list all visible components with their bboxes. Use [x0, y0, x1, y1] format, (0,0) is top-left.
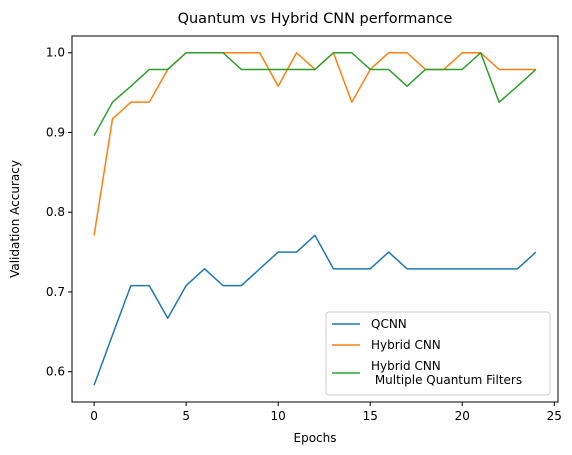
y-axis-label: Validation Accuracy	[8, 160, 22, 278]
legend-item-2: Hybrid CNN Multiple Quantum Filters	[332, 359, 522, 387]
legend-label: Hybrid CNN	[371, 359, 441, 373]
x-axis-label: Epochs	[294, 431, 337, 445]
series-line-0	[93, 234, 537, 386]
plot-axes	[71, 35, 559, 403]
series-line-2	[93, 51, 537, 137]
x-tick-label: 20	[455, 409, 470, 423]
chart-title: Quantum vs Hybrid CNN performance	[178, 11, 453, 27]
legend-label: Hybrid CNN	[371, 338, 441, 352]
x-tick-label: 10	[271, 409, 286, 423]
x-tick-label: 25	[547, 409, 562, 423]
y-tick-label: 0.6	[46, 365, 65, 379]
y-tick-label: 0.7	[46, 285, 65, 299]
x-tick-label: 5	[182, 409, 190, 423]
legend-label: QCNN	[371, 317, 407, 331]
legend-box	[325, 311, 551, 396]
y-tick-label: 0.8	[46, 205, 65, 219]
axis-ticks: 0 5 10 15 20 25 0.6 0.7 0.8 0.9 1.0	[46, 46, 562, 423]
x-tick-label: 0	[90, 409, 98, 423]
y-tick-label: 0.9	[46, 125, 65, 139]
x-tick-label: 15	[363, 409, 378, 423]
plot-frame	[71, 35, 559, 403]
series-line-1	[93, 51, 536, 236]
y-tick-label: 1.0	[46, 46, 65, 60]
legend-item-0: QCNN	[332, 317, 407, 331]
legend-label: Multiple Quantum Filters	[371, 373, 522, 387]
legend-item-1: Hybrid CNN	[332, 338, 441, 352]
series-lines	[93, 51, 537, 386]
